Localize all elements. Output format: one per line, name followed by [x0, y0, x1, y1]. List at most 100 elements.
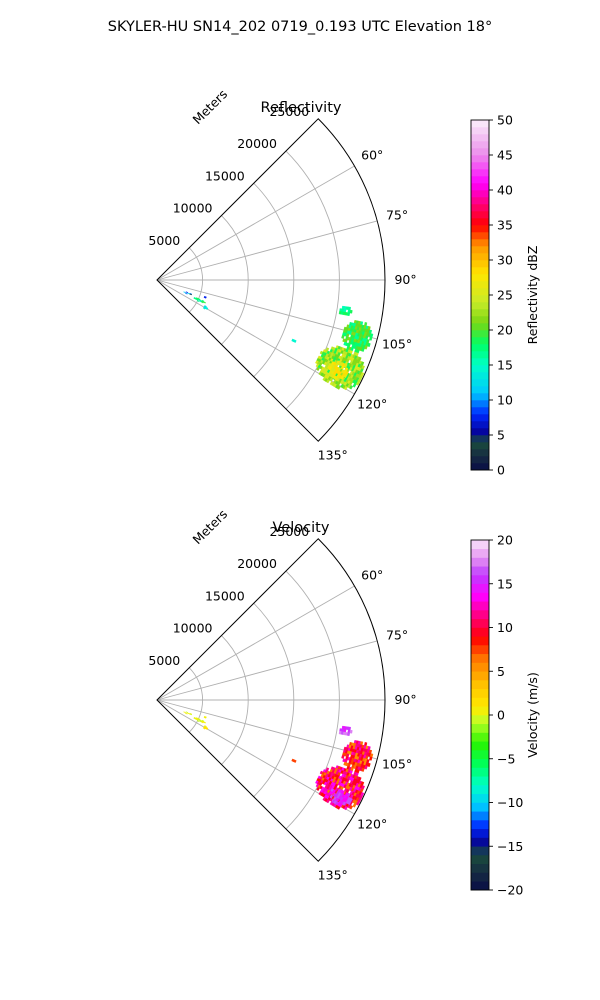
radar-gate: [196, 719, 200, 723]
colorbar-bin: [471, 190, 489, 198]
colorbar-bin: [471, 881, 489, 891]
colorbar-bin: [471, 127, 489, 135]
colorbar-bin: [471, 456, 489, 464]
colorbar-bin: [471, 393, 489, 401]
radar-gate: [349, 309, 353, 314]
colorbar-bin: [471, 281, 489, 289]
colorbar-bin: [471, 449, 489, 457]
radar-gate: [326, 379, 330, 384]
colorbar-bin: [471, 386, 489, 394]
radar-gate: [347, 732, 351, 737]
radar-gate: [349, 805, 354, 810]
radial-tick-label: 5000: [148, 233, 180, 248]
colorbar-bin: [471, 162, 489, 170]
radar-gate: [189, 293, 192, 296]
colorbar-bin: [471, 750, 489, 760]
colorbar-bin: [471, 141, 489, 149]
colorbar-bin: [471, 372, 489, 380]
colorbar-bin: [471, 428, 489, 436]
colorbar-bin: [471, 183, 489, 191]
colorbar-bin: [471, 225, 489, 233]
colorbar-tick-label: 5: [497, 428, 505, 443]
colorbar-tick-label: −15: [497, 839, 523, 854]
radar-gate: [316, 367, 320, 371]
colorbar-bin: [471, 316, 489, 324]
colorbar-bin: [471, 134, 489, 142]
colorbar-bin: [471, 592, 489, 602]
colorbar-bin: [471, 706, 489, 716]
colorbar-bin: [471, 169, 489, 177]
azimuth-spoke: [156, 279, 378, 340]
polar-grid: [156, 150, 385, 410]
angle-tick-label: 135°: [318, 868, 348, 883]
radar-gate: [335, 376, 339, 381]
colorbar-bin: [471, 645, 489, 655]
radar-gate: [364, 765, 368, 770]
colorbar-label: Reflectivity dBZ: [525, 246, 540, 345]
colorbar-bin: [471, 732, 489, 742]
radial-tick-label: 20000: [237, 136, 277, 151]
colorbar-bin: [471, 176, 489, 184]
radial-axis-label: Meters: [189, 86, 230, 127]
colorbar-bin: [471, 400, 489, 408]
radial-tick-label: 15000: [205, 588, 245, 603]
azimuth-spoke: [156, 699, 378, 760]
radial-tick-label: 15000: [205, 168, 245, 183]
colorbar-bin: [471, 351, 489, 359]
figure-title: SKYLER-HU SN14_202 0719_0.193 UTC Elevat…: [108, 19, 492, 35]
colorbar-bin: [471, 872, 489, 882]
radar-gate: [349, 729, 353, 734]
colorbar-bin: [471, 239, 489, 247]
radial-axis-label: Meters: [189, 506, 230, 547]
colorbar-tick-label: 10: [497, 393, 513, 408]
radar-gate: [200, 721, 204, 724]
radar-gate: [326, 799, 330, 804]
angle-tick-label: 105°: [382, 336, 412, 351]
angle-tick-label: 75°: [386, 628, 408, 643]
colorbar-bin: [471, 435, 489, 443]
colorbar-bin: [471, 767, 489, 777]
colorbar-bin: [471, 442, 489, 450]
radar-gate: [202, 727, 206, 730]
velocity-panel: Velocity 5000 10000 15000 20000 25000 Meters 60…: [148, 506, 540, 897]
radar-gate: [343, 373, 348, 379]
radar-gate: [355, 801, 360, 806]
colorbar-tick-label: 10: [497, 620, 513, 635]
colorbar-bin: [471, 211, 489, 219]
colorbar-bin: [471, 855, 489, 865]
colorbar-tick-label: 45: [497, 148, 513, 163]
colorbar-bin: [471, 811, 489, 821]
colorbar-tick-label: 0: [497, 708, 505, 723]
radar-gate: [203, 301, 206, 304]
radar-gate: [203, 296, 207, 299]
colorbar-bin: [471, 330, 489, 338]
azimuth-spoke: [156, 220, 378, 281]
radar-gate: [293, 339, 297, 343]
radar-gate: [364, 345, 368, 350]
colorbar-bin: [471, 548, 489, 558]
angle-tick-label: 135°: [318, 448, 348, 463]
radial-tick-label: 20000: [237, 556, 277, 571]
colorbar-bin: [471, 344, 489, 352]
colorbar-bin: [471, 407, 489, 415]
colorbar-tick-label: 20: [497, 323, 513, 338]
angle-tick-label: 120°: [357, 816, 387, 831]
radar-gate: [203, 716, 207, 719]
echo-field: [183, 711, 374, 811]
radar-gate: [200, 301, 204, 304]
colorbar-bin: [471, 697, 489, 707]
colorbar-bin: [471, 715, 489, 725]
colorbar-bin: [471, 846, 489, 856]
polar-frame: [156, 118, 386, 442]
colorbar-bin: [471, 323, 489, 331]
colorbar-bin: [471, 288, 489, 296]
colorbar-bin: [471, 785, 489, 795]
echo-field: [183, 291, 374, 391]
radar-gate: [341, 754, 345, 759]
radar-gate: [367, 342, 371, 348]
colorbar-bin: [471, 653, 489, 663]
radial-tick-label: 25000: [269, 524, 309, 539]
angle-tick-label: 60°: [361, 148, 383, 163]
colorbar-bin: [471, 218, 489, 226]
radar-gate: [343, 805, 348, 811]
